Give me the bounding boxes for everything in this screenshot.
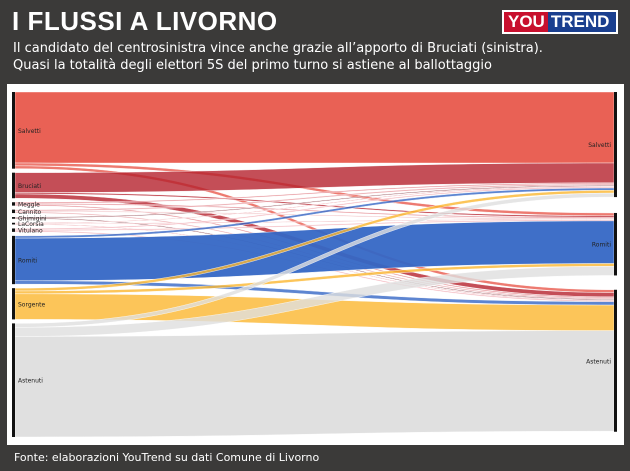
source-node-astenuti [12,323,15,437]
flow-astenuti-to-astenuti [14,330,615,438]
target-node-salvetti [614,92,617,198]
logo-part-you: YOU [504,12,548,32]
source-node-cannito [12,209,15,214]
flow-astenuti-to-romiti [14,266,615,337]
source-label-salvetti: Salvetti [18,128,41,135]
source-node-bruciati [12,172,15,199]
target-label-astenuti: Astenuti [586,358,611,365]
target-node-astenuti [614,289,617,432]
source-label-bruciati: Bruciati [18,183,41,190]
header: I FLUSSI A LIVORNO YOU TREND Il candidat… [0,0,630,80]
sankey-chart: Salvetti Bruciati MeggleCannitoGhimiginiLa… [12,91,617,438]
source-node-salvetti [12,92,15,169]
sankey-chart-area: Salvetti Bruciati Meggle Cannito Ghimigini La… [7,84,624,445]
youtrend-logo: YOU TREND [502,10,618,34]
subtitle-line-1: Il candidato del centrosinistra vince an… [13,41,543,56]
target-label-romiti: Romiti [592,242,611,249]
source-node-meggle [12,202,15,206]
flows-group [14,91,615,438]
nodes-group: Salvetti Bruciati MeggleCannitoGhimiginiLa… [12,92,617,437]
target-node-romiti [614,212,617,276]
source-label-astenuti: Astenuti [18,378,43,385]
source-label-cannito: Cannito [18,209,41,216]
page-title: I FLUSSI A LIVORNO [12,6,278,36]
source-node-ghimigini [12,217,15,219]
source-label-sorgente: Sorgente [18,301,45,308]
source-label-lacorsia: LaCorsia [18,221,44,228]
source-node-lacorsia [12,222,15,225]
source-node-vitulano [12,228,15,232]
subtitle-line-2: Quasi la totalità degli elettori 5S del … [13,58,492,73]
source-node-sorgente [12,288,15,320]
source-label-ghimigini: Ghimigini [18,215,47,222]
flow-salvetti-to-salvetti [14,91,615,164]
source-note: Fonte: elaborazioni YouTrend su dati Com… [14,451,320,464]
logo-part-trend: TREND [547,12,616,32]
source-label-meggle: Meggle [18,201,40,208]
source-label-vitulano: Vitulano [18,228,43,235]
source-label-romiti: Romiti [18,258,37,265]
target-label-salvetti: Salvetti [588,142,611,149]
flow-astenuti-to-salvetti [14,192,615,328]
source-node-romiti [12,235,15,285]
